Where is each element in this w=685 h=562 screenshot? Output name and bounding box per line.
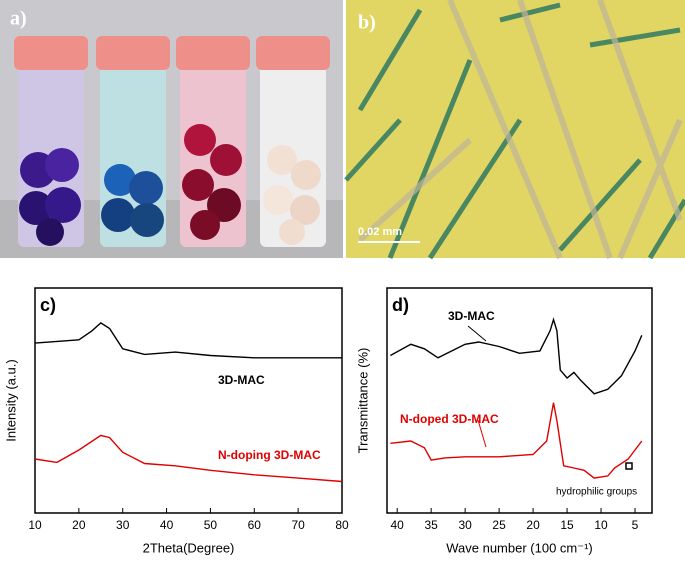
x-tick-label: 20: [526, 518, 540, 532]
x-tick-label: 70: [291, 518, 305, 532]
photo-b: b) 0.02 mm: [344, 0, 685, 260]
vial: [96, 36, 170, 247]
panel-label: d): [392, 295, 409, 315]
series-label: 3D-MAC: [448, 309, 495, 323]
x-tick-label: 35: [424, 518, 438, 532]
x-tick-label: 80: [335, 518, 349, 532]
x-tick-label: 30: [458, 518, 472, 532]
y-axis-label: Transmittance (%): [355, 348, 370, 454]
vial: [176, 36, 250, 247]
panel-label: a): [10, 8, 27, 30]
x-tick-label: 15: [560, 518, 574, 532]
scale-text: 0.02 mm: [358, 226, 402, 238]
x-tick-label: 20: [72, 518, 86, 532]
series-label: N-doped 3D-MAC: [400, 412, 499, 426]
panel-label: b): [358, 12, 376, 34]
plot-frame: [34, 287, 343, 514]
x-tick-label: 10: [28, 518, 42, 532]
arrow: [467, 325, 487, 342]
annotation: hydrophilic groups: [556, 487, 637, 498]
line-series: [390, 402, 643, 479]
x-tick-label: 60: [248, 518, 262, 532]
x-tick-label: 25: [492, 518, 506, 532]
x-axis-label: Wave number (100 cm⁻¹): [446, 540, 593, 555]
vial: [256, 36, 330, 247]
x-tick-label: 50: [204, 518, 218, 532]
photo-a: a): [0, 0, 343, 258]
line-series: [34, 434, 343, 483]
x-axis-label: 2Theta(Degree): [143, 540, 235, 555]
line-series: [34, 322, 342, 359]
x-tick-label: 40: [391, 518, 405, 532]
y-axis-label: Intensity (a.u.): [3, 359, 18, 441]
x-tick-label: 40: [160, 518, 174, 532]
x-tick-label: 5: [632, 518, 639, 532]
line-series: [390, 317, 643, 395]
arrow: [477, 419, 487, 448]
panel-label: c): [40, 295, 56, 315]
x-tick-label: 10: [594, 518, 608, 532]
series-label: 3D-MAC: [218, 373, 265, 387]
plot-frame: [386, 287, 653, 514]
vial: [14, 36, 88, 247]
series-label: N-doping 3D-MAC: [218, 448, 321, 462]
marker: [625, 462, 633, 470]
x-tick-label: 30: [116, 518, 130, 532]
